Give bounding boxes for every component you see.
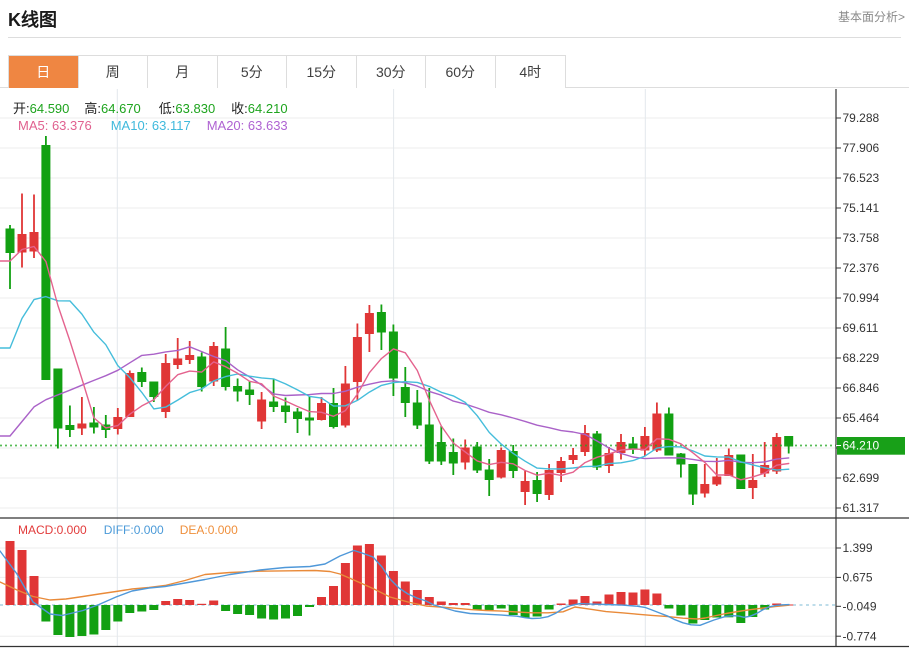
svg-text:61.317: 61.317	[843, 501, 880, 515]
svg-text:-0.049: -0.049	[843, 600, 877, 614]
svg-text:65.464: 65.464	[843, 411, 880, 425]
svg-text:76.523: 76.523	[843, 171, 880, 185]
svg-text:62.699: 62.699	[843, 471, 880, 485]
svg-text:73.758: 73.758	[843, 231, 880, 245]
svg-text:66.846: 66.846	[843, 381, 880, 395]
svg-text:79.288: 79.288	[843, 111, 880, 125]
svg-text:72.376: 72.376	[843, 261, 880, 275]
svg-text:68.229: 68.229	[843, 351, 880, 365]
svg-text:77.906: 77.906	[843, 141, 880, 155]
svg-text:1.399: 1.399	[843, 541, 873, 555]
svg-text:70.994: 70.994	[843, 291, 880, 305]
svg-text:75.141: 75.141	[843, 201, 880, 215]
svg-text:64.210: 64.210	[843, 439, 880, 453]
svg-text:69.611: 69.611	[843, 321, 879, 335]
svg-text:-0.774: -0.774	[843, 629, 877, 643]
svg-text:0.675: 0.675	[843, 571, 873, 585]
